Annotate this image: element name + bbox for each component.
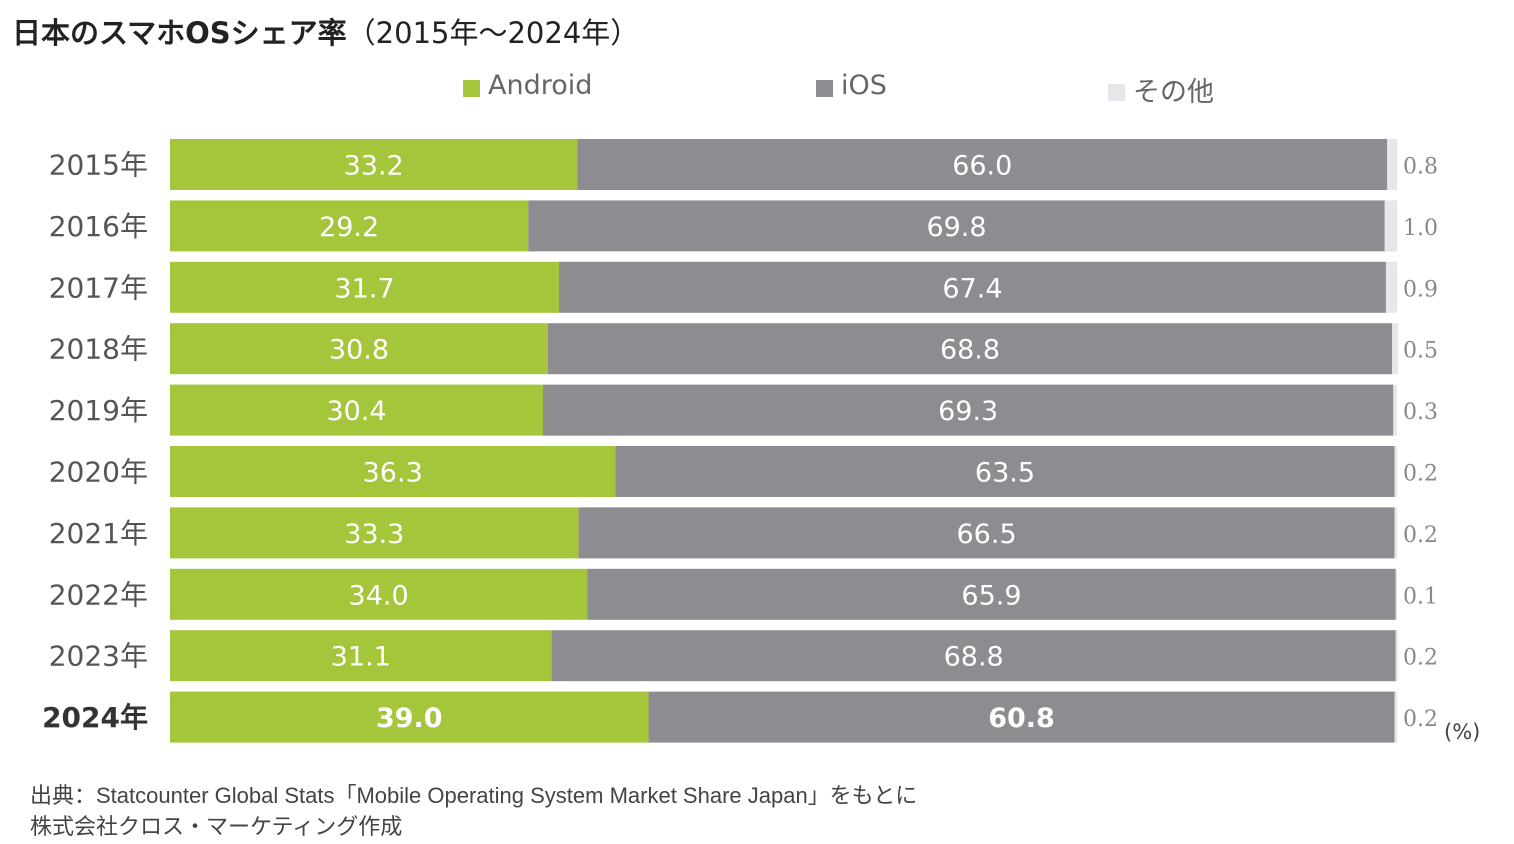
- data-label-android: 31.7: [334, 273, 394, 304]
- data-label-other: 0.9: [1403, 277, 1438, 302]
- legend-item-other: その他: [1108, 70, 1214, 109]
- data-label-ios: 68.8: [944, 642, 1004, 673]
- bar-other: [1394, 507, 1397, 559]
- legend-label-other: その他: [1133, 77, 1214, 108]
- bar-android: [170, 446, 616, 497]
- data-label-other: 0.2: [1403, 462, 1438, 487]
- data-label-ios: 65.9: [961, 580, 1021, 611]
- bar-ios: [577, 139, 1388, 190]
- bar-ios: [551, 630, 1396, 682]
- bar-android: [170, 261, 559, 313]
- data-label-android: 30.4: [326, 396, 386, 427]
- data-label-android: 34.0: [349, 580, 409, 611]
- bar-android: [170, 630, 552, 682]
- bar-android: [170, 139, 578, 190]
- data-label-other: 1.0: [1403, 216, 1438, 241]
- bar-other: [1392, 323, 1399, 375]
- legend-item-android: Android: [463, 70, 592, 101]
- data-label-android: 33.2: [344, 151, 404, 182]
- data-label-android: 31.1: [331, 642, 391, 673]
- category-label: 2020年: [49, 456, 148, 489]
- data-label-android: 30.8: [329, 335, 389, 366]
- bar-android: [170, 200, 529, 252]
- data-label-ios: 66.0: [952, 151, 1012, 182]
- bar-ios: [543, 384, 1394, 436]
- bar-android: [170, 323, 548, 375]
- data-label-android: 33.3: [344, 519, 404, 550]
- category-label: 2023年: [49, 640, 148, 673]
- bar-ios: [558, 261, 1386, 313]
- legend-item-ios: iOS: [816, 70, 887, 101]
- category-label: 2017年: [49, 271, 148, 304]
- bar-ios: [587, 568, 1396, 620]
- source-line-2: 株式会社クロス・マーケティング作成: [30, 814, 403, 839]
- bar-ios: [578, 507, 1395, 559]
- data-label-android: 36.3: [363, 458, 423, 489]
- bar-ios: [547, 323, 1393, 375]
- data-label-ios: 69.8: [926, 212, 986, 243]
- bar-other: [1393, 384, 1397, 436]
- data-label-ios: 69.3: [938, 396, 998, 427]
- data-label-other: 0.2: [1403, 523, 1438, 548]
- data-label-other: 0.3: [1403, 400, 1438, 425]
- data-label-ios: 66.5: [957, 519, 1017, 550]
- stacked-bar-chart: 2015年 33.2 66.0 0.8 2016年 29.2 69.8 1.0 2017年 31.…: [42, 139, 1480, 744]
- data-label-other: 0.2: [1403, 646, 1438, 671]
- category-label: 2022年: [49, 578, 148, 611]
- unit-label: (%): [1444, 720, 1480, 744]
- bar-android: [170, 691, 649, 743]
- source-line-1: 出典：Statcounter Global Stats「Mobile Opera…: [30, 783, 918, 808]
- bar-other: [1385, 261, 1397, 313]
- bar-other: [1395, 630, 1399, 682]
- category-label: 2016年: [49, 210, 148, 243]
- category-label: 2018年: [49, 333, 148, 366]
- bar-android: [170, 384, 544, 436]
- bar-other: [1387, 139, 1397, 190]
- data-label-ios: 68.8: [940, 335, 1000, 366]
- chart-title-range: （2015年～2024年）: [346, 16, 640, 50]
- source-note: 出典：Statcounter Global Stats「Mobile Opera…: [30, 780, 917, 842]
- legend-label-ios: iOS: [841, 70, 887, 101]
- data-label-android: 29.2: [319, 212, 379, 243]
- data-label-android: 39.0: [376, 703, 443, 734]
- data-label-other: 0.1: [1403, 584, 1438, 609]
- bar-android: [170, 568, 588, 620]
- data-label-other: 0.5: [1403, 339, 1438, 364]
- category-label: 2015年: [49, 149, 148, 182]
- data-label-ios: 60.8: [988, 703, 1055, 734]
- bar-other: [1384, 200, 1397, 252]
- data-label-ios: 63.5: [975, 458, 1035, 489]
- legend-swatch-other: [1108, 84, 1125, 101]
- bar-android: [170, 507, 579, 559]
- data-label-other: 0.2: [1403, 707, 1438, 732]
- bar-other: [1394, 446, 1397, 497]
- category-label: 2021年: [49, 517, 148, 550]
- chart-title-main: 日本のスマホOSシェア率: [12, 16, 347, 50]
- bar-ios: [648, 691, 1395, 743]
- legend-label-android: Android: [488, 70, 593, 101]
- chart-title: 日本のスマホOSシェア率（2015年～2024年）: [12, 10, 639, 52]
- data-label-ios: 67.4: [942, 273, 1002, 304]
- category-label: 2019年: [49, 394, 148, 427]
- legend-swatch-android: [463, 80, 480, 97]
- bar-ios: [528, 200, 1385, 252]
- legend-swatch-ios: [816, 80, 833, 97]
- bar-other: [1394, 691, 1397, 743]
- legend: Android iOS その他: [0, 70, 1514, 109]
- bar-ios: [615, 446, 1395, 497]
- data-label-other: 0.8: [1403, 155, 1438, 180]
- bar-other: [1395, 568, 1397, 620]
- category-label: 2024年: [42, 701, 148, 734]
